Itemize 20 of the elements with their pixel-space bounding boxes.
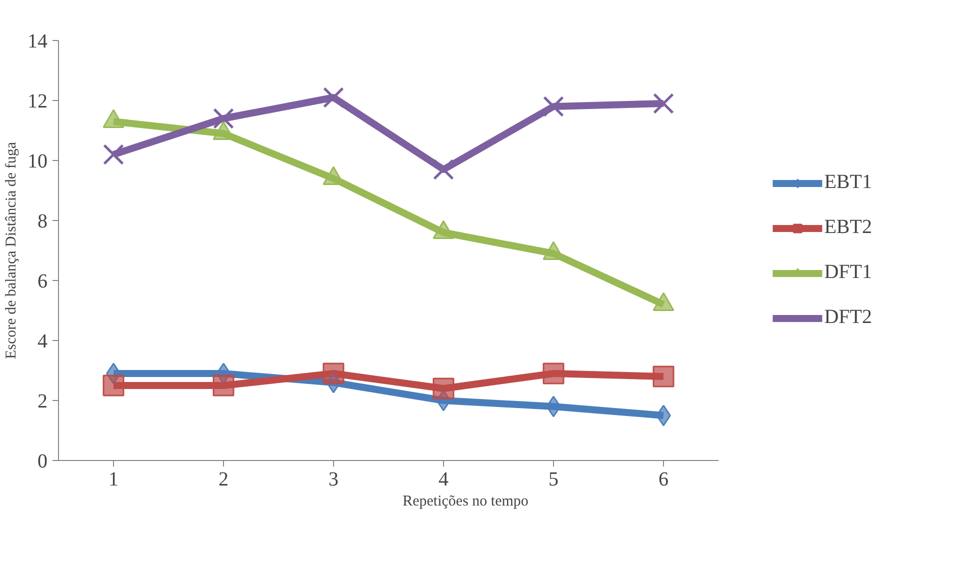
y-tick-label: 6	[38, 270, 48, 292]
y-tick-label: 2	[38, 390, 48, 412]
y-tick-label: 4	[38, 330, 48, 352]
x-tick-label: 3	[328, 468, 338, 490]
y-tick-label: 10	[28, 150, 48, 172]
legend-label: EBT2	[824, 216, 872, 239]
x-tick-label: 4	[438, 468, 448, 490]
y-tick-label: 0	[38, 450, 48, 472]
x-tick-label: 5	[548, 468, 558, 490]
x-tick-label: 1	[108, 468, 118, 490]
x-tick-label: 2	[218, 468, 228, 490]
x-axis-title: Repetições no tempo	[402, 494, 528, 510]
legend-label: DFT1	[824, 261, 872, 284]
y-tick-label: 14	[28, 30, 48, 52]
y-tick-label: 12	[28, 90, 48, 112]
x-tick-label: 6	[658, 468, 668, 490]
y-axis-title: Escore de balança Distância de fuga	[4, 142, 20, 359]
legend-label: EBT1	[824, 171, 872, 194]
legend-label: DFT2	[824, 306, 872, 329]
y-tick-label: 8	[38, 210, 48, 232]
